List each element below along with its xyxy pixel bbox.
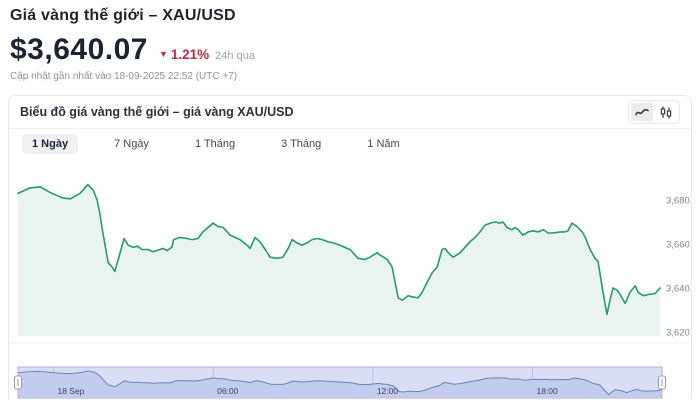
chart-panel: Biểu đồ giá vàng thế giới – giá vàng XAU… [8, 95, 692, 400]
range-tabs: 1 Ngày 7 Ngày 1 Tháng 3 Tháng 1 Năm [22, 134, 410, 154]
change-percent: 1.21% [170, 47, 210, 62]
tab-1-year[interactable]: 1 Năm [367, 138, 400, 150]
page-title: Giá vàng thế giới – XAU/USD [10, 7, 236, 24]
change-period: 24h qua [215, 50, 255, 62]
price-row: $3,640.07 ▼ 1.21% 24h qua [10, 33, 255, 67]
candlestick-chart-button[interactable] [655, 103, 677, 121]
line-chart-button[interactable] [631, 103, 653, 121]
last-updated-text: Cập nhật gần nhất vào 18-09-2025 22:52 (… [10, 71, 238, 82]
candlestick-chart-icon [659, 106, 673, 119]
current-price: $3,640.07 [10, 33, 148, 66]
chart-title: Biểu đồ giá vàng thế giới – giá vàng XAU… [20, 105, 294, 119]
tab-1-day[interactable]: 1 Ngày [22, 134, 79, 154]
tab-7-days[interactable]: 7 Ngày [114, 138, 149, 150]
tab-3-months[interactable]: 3 Tháng [281, 138, 322, 150]
down-arrow-icon: ▼ [158, 49, 168, 59]
chart-type-toggle [628, 100, 680, 124]
tab-1-month[interactable]: 1 Tháng [194, 138, 236, 150]
price-change: ▼ 1.21% [159, 47, 209, 62]
line-chart-icon [635, 106, 649, 118]
chart-panel-header: Biểu đồ giá vàng thế giới – giá vàng XAU… [9, 96, 691, 129]
